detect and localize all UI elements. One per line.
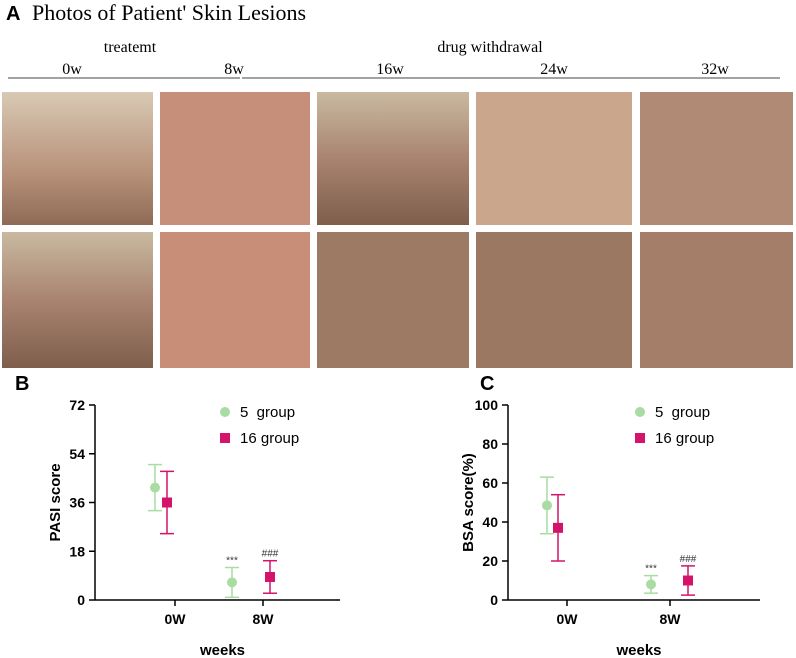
photo xyxy=(640,92,793,225)
point xyxy=(265,571,275,582)
y-tick-label: 54 xyxy=(69,446,85,462)
photo xyxy=(476,92,632,225)
timepoint: 16w xyxy=(376,61,404,78)
panel-label: C xyxy=(480,373,494,395)
point xyxy=(150,482,160,493)
legend-marker xyxy=(220,407,230,417)
point xyxy=(542,500,552,511)
panel-title: Photos of Patient' Skin Lesions xyxy=(32,0,306,25)
annotation: *** xyxy=(645,564,657,575)
photo xyxy=(160,92,310,225)
x-axis-label: weeks xyxy=(615,642,661,658)
x-tick-label: 0W xyxy=(557,611,579,627)
y-tick-label: 36 xyxy=(69,495,85,511)
photo xyxy=(476,232,632,368)
legend-marker xyxy=(220,433,230,443)
photos xyxy=(2,92,793,368)
annotation: ### xyxy=(262,549,279,560)
y-tick-label: 18 xyxy=(69,543,85,559)
legend-label: 16 group xyxy=(240,430,299,447)
y-tick-label: 100 xyxy=(475,397,499,413)
point xyxy=(227,577,237,588)
point xyxy=(646,579,656,590)
legend-marker xyxy=(635,433,645,443)
legend-label: 5 group xyxy=(240,404,295,421)
photo xyxy=(640,232,793,368)
photo xyxy=(2,232,153,368)
point xyxy=(162,497,172,508)
photo xyxy=(317,92,469,225)
timepoint: 24w xyxy=(540,61,568,78)
point xyxy=(683,575,693,586)
timepoint: 0w xyxy=(62,61,82,78)
panel-label: A xyxy=(6,3,20,25)
y-axis-label: BSA score(%) xyxy=(460,453,477,552)
x-axis-label: weeks xyxy=(199,642,245,658)
group-label: treatemt xyxy=(104,39,157,56)
timepoint: 32w xyxy=(701,61,729,78)
y-tick-label: 60 xyxy=(482,475,498,491)
y-tick-label: 72 xyxy=(69,397,85,413)
annotation: ### xyxy=(680,554,697,565)
annotation: *** xyxy=(226,556,238,567)
x-tick-label: 0W xyxy=(165,611,187,627)
y-tick-label: 20 xyxy=(482,553,498,569)
legend-label: 5 group xyxy=(655,404,710,421)
photo xyxy=(2,92,153,225)
timepoint: 8w xyxy=(224,61,244,78)
photo xyxy=(160,232,310,368)
y-tick-label: 0 xyxy=(490,592,498,608)
y-axis-label: PASI score xyxy=(47,463,64,541)
photo xyxy=(317,232,469,368)
panel-label: B xyxy=(15,373,29,395)
legend-marker xyxy=(635,407,645,417)
point xyxy=(553,522,563,533)
legend-label: 16 group xyxy=(655,430,714,447)
group-label: drug withdrawal xyxy=(437,39,543,56)
y-tick-label: 0 xyxy=(77,592,85,608)
y-tick-label: 40 xyxy=(482,514,498,530)
y-tick-label: 80 xyxy=(482,436,498,452)
x-tick-label: 8W xyxy=(660,611,682,627)
x-tick-label: 8W xyxy=(253,611,275,627)
